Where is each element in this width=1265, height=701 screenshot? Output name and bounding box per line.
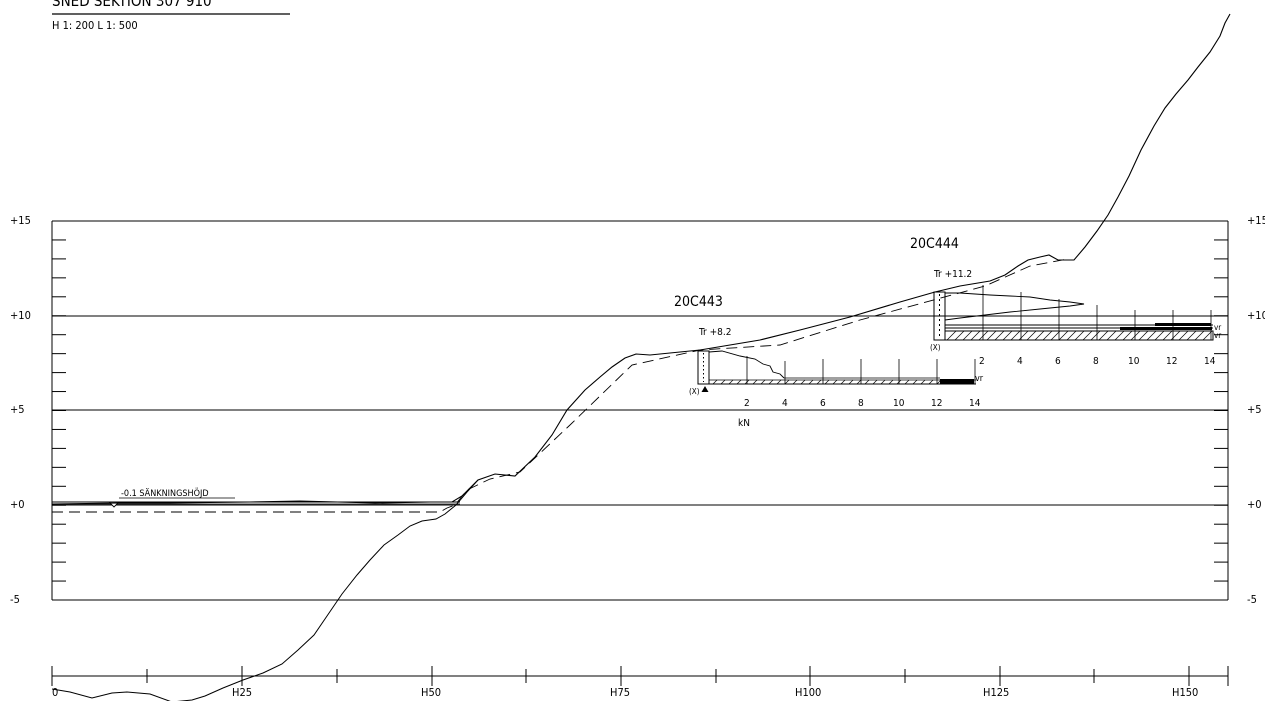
- sounding-hatch-band: [712, 379, 966, 385]
- chainage-label: H25: [232, 686, 252, 699]
- sounding-level-label: Tr +8.2: [698, 327, 731, 338]
- water-level-label: -0.1 SÄNKNINGSHÖJD: [121, 488, 209, 499]
- sounding-end-label: vr: [975, 374, 984, 384]
- elev-label-right: +0: [1247, 498, 1262, 511]
- sounding-tick-label: 6: [820, 398, 826, 409]
- sounding-tick-label: 6: [1055, 356, 1061, 367]
- design-profile-dashed: [52, 258, 1069, 513]
- right-elevation-ticks: [1214, 220, 1228, 601]
- sounding-tick-label: 4: [1017, 356, 1023, 367]
- elev-label-right: +10: [1247, 309, 1265, 322]
- elev-label-left: -5: [10, 593, 20, 606]
- sounding-end-block: [1120, 327, 1212, 330]
- sounding-level-label: Tr +11.2: [933, 269, 972, 280]
- elev-label-left: +0: [10, 498, 25, 511]
- chainage-label: H100: [795, 686, 821, 699]
- sounding-hatch-box: [944, 330, 1214, 341]
- sounding-end-block: [940, 379, 974, 384]
- sounding-unit-label: kN: [738, 418, 750, 429]
- drawing-title: SNED SEKTION 307 910: [52, 0, 212, 10]
- chainage-label: H150: [1172, 686, 1198, 699]
- sounding-tick-label: 2: [744, 398, 750, 409]
- sounding-tick-label: 12: [931, 398, 942, 409]
- sounding-column: [697, 350, 710, 385]
- chainage-axis: 0 H25 H50 H75 H100 H125 H150: [51, 666, 1229, 699]
- sounding-end-label: vr: [1214, 331, 1221, 340]
- chainage-label: H50: [421, 686, 441, 699]
- elev-label-left: +15: [10, 214, 31, 227]
- chainage-label: H125: [983, 686, 1009, 699]
- sounding-tick-label: 14: [969, 398, 981, 409]
- elev-label-right: +5: [1247, 403, 1262, 416]
- elev-label-right: +15: [1247, 214, 1265, 227]
- sounding-20C444: 20C444 Tr +11.2 (X) 2 4 6 8 10 12 14 vr …: [910, 236, 1221, 367]
- sounding-20C443: 20C443 Tr +8.2 (X) 2 4 6 8 10 12 14 kN: [674, 294, 984, 429]
- left-elevation-ticks: [52, 220, 66, 601]
- chainage-label: 0: [52, 686, 58, 699]
- elevation-labels: +15 +10 +5 +0 -5 +15 +10 +5 +0 -5: [10, 214, 1265, 606]
- elev-label-right: -5: [1247, 593, 1257, 606]
- seabed-profile-lower: [51, 479, 479, 701]
- sounding-column: [933, 291, 946, 341]
- scale-note: H 1: 200 L 1: 500: [52, 19, 138, 32]
- hatch-lines: [946, 330, 1213, 341]
- sounding-marker: (X): [930, 343, 941, 352]
- elev-label-left: +5: [10, 403, 25, 416]
- sounding-id: 20C443: [674, 294, 723, 310]
- sounding-tick-label: 14: [1204, 356, 1216, 367]
- sounding-resistance-curve: [944, 292, 1085, 321]
- hatch-lines: [712, 379, 966, 385]
- chainage-ticks: [51, 666, 1229, 686]
- sounding-tick-label: 2: [979, 356, 985, 367]
- sounding-end-label: vr: [1214, 323, 1221, 332]
- sounding-vertical-ticks: [746, 356, 976, 384]
- sounding-tick-label: 12: [1166, 356, 1177, 367]
- sounding-tick-label: 8: [1093, 356, 1099, 367]
- sounding-resistance-curve: [708, 350, 785, 379]
- water-level: -0.1 SÄNKNINGSHÖJD: [52, 488, 460, 508]
- sounding-tick-label: 10: [893, 398, 905, 409]
- sounding-end-block: [1155, 323, 1211, 326]
- sounding-tick-label: 10: [1128, 356, 1140, 367]
- elev-label-left: +10: [10, 309, 31, 322]
- sounding-marker: (X): [689, 387, 700, 396]
- section-frame: [51, 220, 1229, 601]
- sounding-stop-triangle-icon: [701, 386, 709, 392]
- sounding-vertical-ticks: [982, 285, 1212, 340]
- sounding-tick-label: 4: [782, 398, 788, 409]
- sounding-tick-label: 8: [858, 398, 864, 409]
- title-block: SNED SEKTION 307 910 H 1: 200 L 1: 500: [52, 0, 290, 32]
- sounding-id: 20C444: [910, 236, 959, 252]
- chainage-label: H75: [610, 686, 630, 699]
- seabed-profile-upper: [51, 13, 1231, 505]
